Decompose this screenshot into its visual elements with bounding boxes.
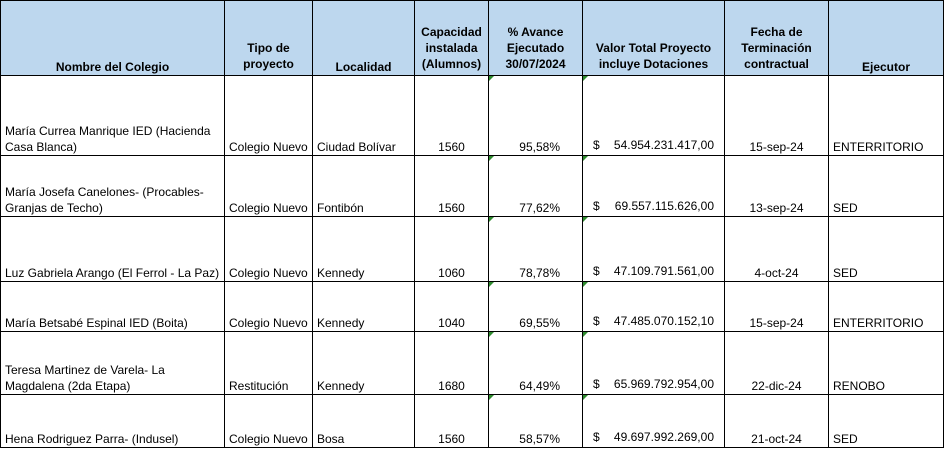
cell-ejecutor: RENOBO — [828, 331, 944, 395]
cell-valor-amount: 65.969.792.954,00 — [613, 377, 714, 391]
cell-localidad: Kennedy — [312, 331, 415, 395]
header-fecha[interactable]: Fecha de Terminación contractual — [724, 0, 829, 76]
header-avance[interactable]: % Avance Ejecutado 30/07/2024 — [488, 0, 583, 76]
cell-avance: 95,58% — [488, 75, 583, 156]
header-tipo-label: Tipo de proyecto — [243, 41, 294, 71]
header-tipo[interactable]: Tipo de proyecto — [224, 0, 313, 76]
cell-capacidad: 1560 — [414, 75, 489, 156]
cell-tipo: Colegio Nuevo — [224, 155, 313, 217]
cell-fecha: 15-sep-24 — [724, 281, 829, 332]
cell-nombre: Luz Gabriela Arango (El Ferrol - La Paz) — [0, 216, 225, 282]
header-avance-label: % Avance Ejecutado 30/07/2024 — [505, 25, 566, 71]
cell-valor-amount: 47.485.070.152,10 — [613, 314, 714, 328]
header-row: Nombre del Colegio Tipo de proyecto Loca… — [0, 0, 944, 76]
cell-nombre: María Betsabé Espinal IED (Boita) — [0, 281, 225, 332]
cell-localidad: Ciudad Bolívar — [312, 75, 415, 156]
table-row[interactable]: María Betsabé Espinal IED (Boita) Colegi… — [0, 281, 944, 332]
cell-valor: $54.954.231.417,00 — [582, 75, 725, 156]
cell-valor-amount: 54.954.231.417,00 — [613, 138, 714, 152]
currency-symbol: $ — [593, 430, 600, 444]
header-fecha-label: Fecha de Terminación contractual — [741, 25, 812, 71]
currency-symbol: $ — [593, 377, 600, 391]
cell-capacidad: 1680 — [414, 331, 489, 395]
header-valor-label: Valor Total Proyecto incluye Dotaciones — [595, 41, 712, 71]
cell-localidad: Fontibón — [312, 155, 415, 217]
cell-avance: 58,57% — [488, 394, 583, 448]
table-row[interactable]: Teresa Martinez de Varela- La Magdalena … — [0, 331, 944, 395]
cell-localidad: Bosa — [312, 394, 415, 448]
cell-valor-amount: 47.109.791.561,00 — [613, 264, 714, 278]
cell-localidad: Kennedy — [312, 216, 415, 282]
header-localidad[interactable]: Localidad — [312, 0, 415, 76]
cell-ejecutor: ENTERRITORIO — [828, 75, 944, 156]
currency-symbol: $ — [593, 314, 600, 328]
cell-localidad: Kennedy — [312, 281, 415, 332]
cell-tipo: Colegio Nuevo — [224, 281, 313, 332]
cell-valor: $65.969.792.954,00 — [582, 331, 725, 395]
cell-tipo: Colegio Nuevo — [224, 394, 313, 448]
cell-valor: $49.697.992.269,00 — [582, 394, 725, 448]
cell-ejecutor: SED — [828, 394, 944, 448]
table-row[interactable]: Hena Rodriguez Parra- (Indusel) Colegio … — [0, 394, 944, 448]
cell-fecha: 22-dic-24 — [724, 331, 829, 395]
currency-symbol: $ — [593, 264, 600, 278]
header-valor[interactable]: Valor Total Proyecto incluye Dotaciones — [582, 0, 725, 76]
cell-tipo: Colegio Nuevo — [224, 75, 313, 156]
cell-fecha: 21-oct-24 — [724, 394, 829, 448]
cell-valor-amount: 69.557.115.626,00 — [614, 199, 714, 213]
cell-nombre: María Currea Manrique IED (Hacienda Casa… — [0, 75, 225, 156]
cell-ejecutor: ENTERRITORIO — [828, 281, 944, 332]
cell-tipo: Colegio Nuevo — [224, 216, 313, 282]
header-localidad-label: Localidad — [335, 60, 392, 74]
header-ejecutor[interactable]: Ejecutor — [828, 0, 944, 76]
cell-capacidad: 1560 — [414, 394, 489, 448]
cell-nombre: Hena Rodriguez Parra- (Indusel) — [0, 394, 225, 448]
cell-avance: 64,49% — [488, 331, 583, 395]
header-capacidad[interactable]: Capacidad instalada (Alumnos) — [414, 0, 489, 76]
header-nombre[interactable]: Nombre del Colegio — [0, 0, 225, 76]
header-ejecutor-label: Ejecutor — [861, 60, 910, 74]
cell-fecha: 4-oct-24 — [724, 216, 829, 282]
currency-symbol: $ — [593, 199, 600, 213]
cell-fecha: 13-sep-24 — [724, 155, 829, 217]
cell-valor: $69.557.115.626,00 — [582, 155, 725, 217]
header-nombre-label: Nombre del Colegio — [55, 60, 170, 74]
cell-capacidad: 1560 — [414, 155, 489, 217]
cell-valor-amount: 49.697.992.269,00 — [613, 430, 714, 444]
cell-capacidad: 1060 — [414, 216, 489, 282]
header-capacidad-label: Capacidad instalada (Alumnos) — [421, 25, 482, 71]
cell-capacidad: 1040 — [414, 281, 489, 332]
table-row[interactable]: María Currea Manrique IED (Hacienda Casa… — [0, 75, 944, 156]
cell-fecha: 15-sep-24 — [724, 75, 829, 156]
table-row[interactable]: María Josefa Canelones- (Procables-Granj… — [0, 155, 944, 217]
cell-ejecutor: SED — [828, 216, 944, 282]
cell-avance: 77,62% — [488, 155, 583, 217]
currency-symbol: $ — [593, 138, 600, 152]
cell-valor: $47.485.070.152,10 — [582, 281, 725, 332]
cell-nombre: Teresa Martinez de Varela- La Magdalena … — [0, 331, 225, 395]
cell-avance: 69,55% — [488, 281, 583, 332]
cell-nombre: María Josefa Canelones- (Procables-Granj… — [0, 155, 225, 217]
table-row[interactable]: Luz Gabriela Arango (El Ferrol - La Paz)… — [0, 216, 944, 282]
cell-avance: 78,78% — [488, 216, 583, 282]
cell-valor: $47.109.791.561,00 — [582, 216, 725, 282]
cell-ejecutor: SED — [828, 155, 944, 217]
cell-tipo: Restitución — [224, 331, 313, 395]
